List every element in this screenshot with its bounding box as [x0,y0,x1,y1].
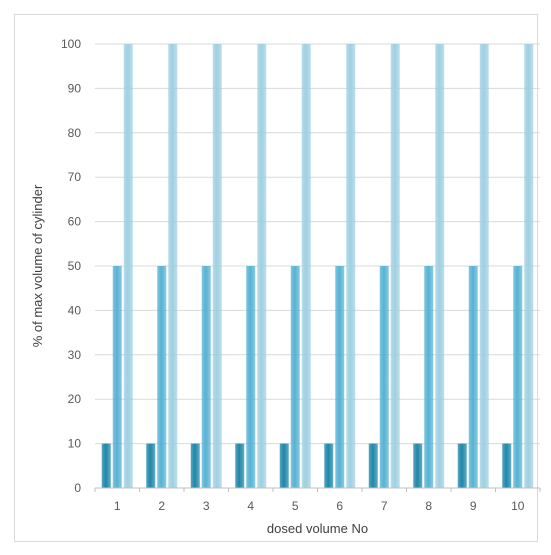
bar [301,44,311,488]
x-tick-label: 10 [511,499,525,513]
x-tick-label: 2 [158,499,165,513]
y-tick-label: 80 [68,126,82,140]
bar [346,44,356,488]
x-axis-title: dosed volume No [267,521,368,536]
x-tick-label: 9 [470,499,477,513]
bar [190,443,200,488]
y-tick-label: 20 [68,392,82,406]
bar [168,44,178,488]
bar [212,44,222,488]
x-tick-label: 5 [292,499,299,513]
y-tick-label: 50 [68,259,82,273]
bar [324,443,334,488]
bar [457,443,467,488]
bar [335,266,345,488]
x-tick-label: 4 [247,499,254,513]
bar [279,443,289,488]
y-tick-label: 90 [68,81,82,95]
bar [112,266,122,488]
bar [257,44,267,488]
bar [123,44,133,488]
axes: 0 10 20 30 40 50 60 70 80 90 100 1 2 3 4 5 6 7 8 9 10 [61,37,541,513]
bar [479,44,489,488]
bar [424,266,434,488]
x-tick-label: 6 [336,499,343,513]
bar [157,266,167,488]
y-tick-label: 60 [68,215,82,229]
y-tick-label: 0 [74,481,81,495]
x-tick-label: 1 [114,499,121,513]
bars [101,44,534,488]
bar [390,44,400,488]
bar [368,443,378,488]
bar [413,443,423,488]
x-tick-label: 3 [203,499,210,513]
bar [235,443,245,488]
bar [435,44,445,488]
bar [201,266,211,488]
bar [502,443,512,488]
y-tick-label: 40 [68,303,82,317]
bar [290,266,300,488]
y-tick-label: 70 [68,170,82,184]
bar [101,443,111,488]
bar [146,443,156,488]
y-tick-label: 10 [68,437,82,451]
chart-frame [14,14,538,542]
x-tick-label: 8 [425,499,432,513]
y-tick-label: 100 [61,37,81,51]
y-axis-title: % of max volume of cylinder [30,184,45,347]
bar [513,266,523,488]
bar [246,266,256,488]
y-tick-label: 30 [68,348,82,362]
bar [524,44,534,488]
x-tick-label: 7 [381,499,388,513]
bar [379,266,389,488]
bar [468,266,478,488]
